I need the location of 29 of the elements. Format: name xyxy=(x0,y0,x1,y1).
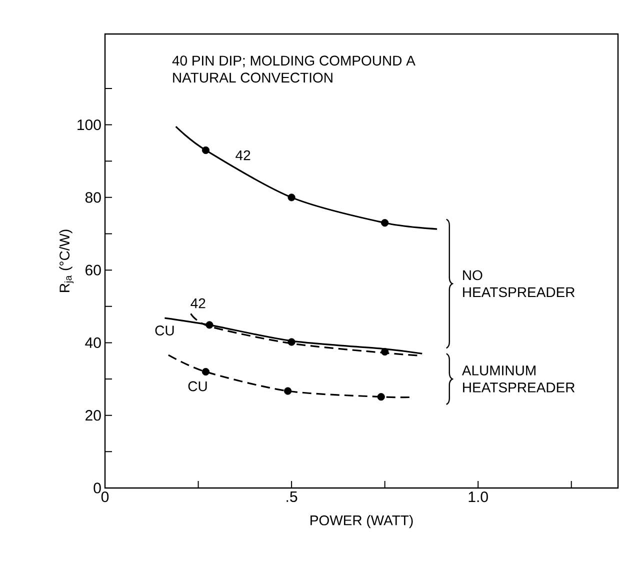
series-label: 42 xyxy=(190,298,206,308)
series-label: CU xyxy=(155,326,174,336)
x-tick-label: .5 xyxy=(286,492,298,502)
text: NATURAL CONVECTION xyxy=(173,72,332,83)
x-tick-label: 1.0 xyxy=(468,492,488,502)
series-label: CU xyxy=(188,381,207,392)
y-tick-label: 80 xyxy=(85,192,101,203)
point xyxy=(202,368,210,376)
annotation: ALUMINUM HEATSPREADER xyxy=(462,366,575,392)
point xyxy=(288,194,296,202)
series-label: 42 xyxy=(236,150,250,160)
y-tick-label: 0 xyxy=(94,482,101,494)
line-series xyxy=(175,126,438,230)
y-axis-title: R$_{ja}$ (°C/W) xyxy=(59,230,74,292)
y-tick-label: 100 xyxy=(78,119,101,130)
point xyxy=(202,146,210,154)
point xyxy=(377,393,385,401)
y-tick-label: 40 xyxy=(85,337,101,348)
point xyxy=(284,387,292,395)
point xyxy=(288,338,296,346)
x-axis-title: POWER (WATT) xyxy=(310,515,413,528)
point xyxy=(206,321,214,329)
text: 40 PIN DIP; MOLDING COMPOUND A xyxy=(172,56,416,68)
y-tick-label: 60 xyxy=(86,264,101,276)
y-tick-label: 20 xyxy=(86,410,101,421)
point xyxy=(381,219,389,227)
annotation: NO HEATSPREADER xyxy=(463,270,575,298)
x-tick-label: 0 xyxy=(101,492,109,502)
point xyxy=(381,348,389,356)
